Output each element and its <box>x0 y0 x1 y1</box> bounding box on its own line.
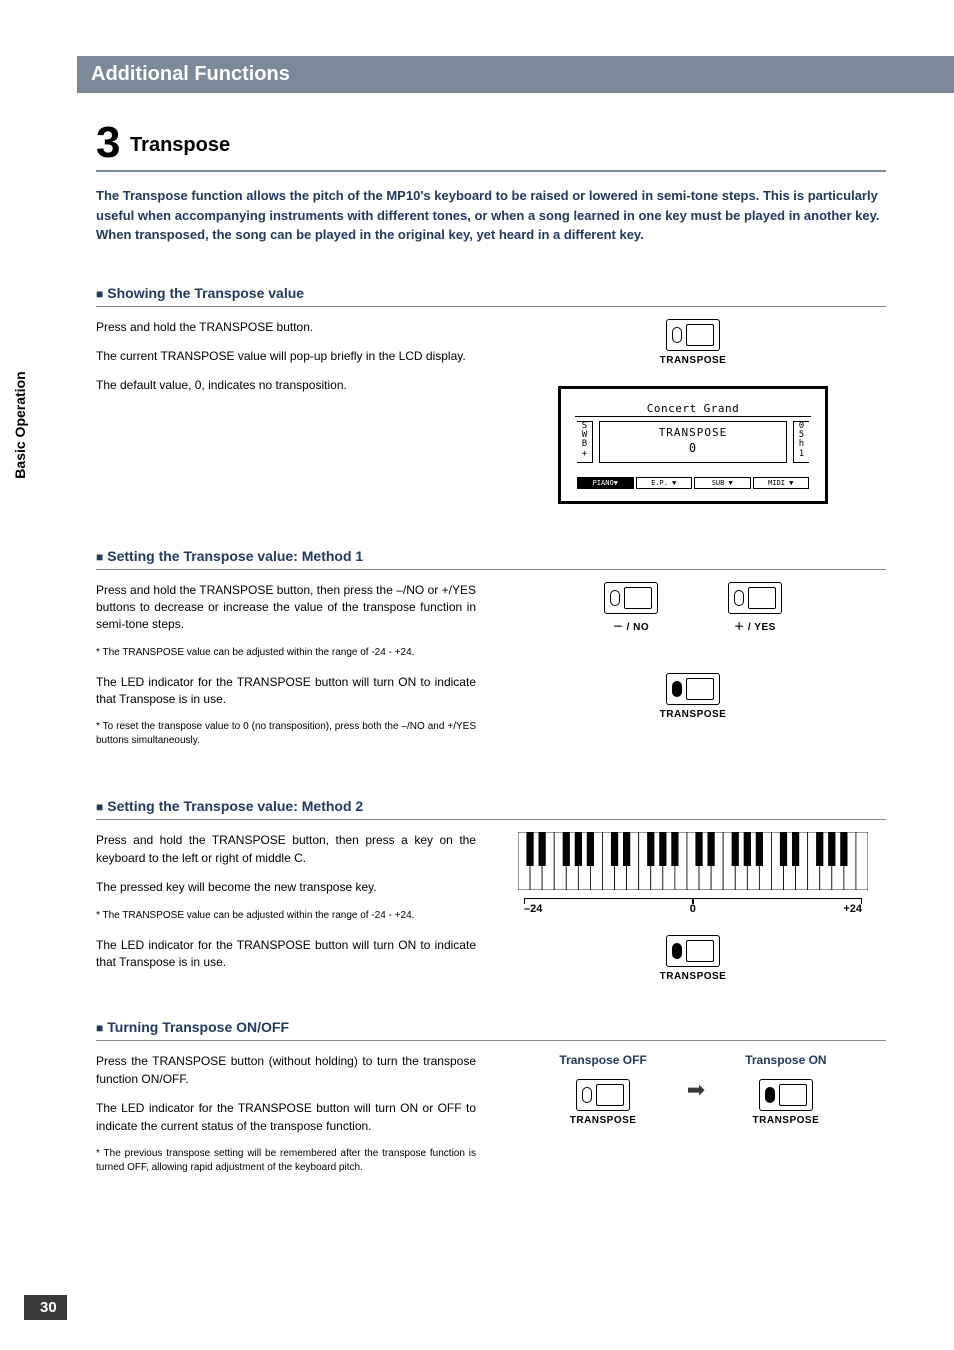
paragraph: The current TRANSPOSE value will pop-up … <box>96 348 476 365</box>
keyboard-diagram: –24 0 +24 <box>518 832 868 915</box>
subsection-heading: Setting the Transpose value: Method 2 <box>96 798 886 820</box>
lcd-popup-line2: 0 <box>600 441 786 455</box>
body-text: Press and hold the TRANSPOSE button. The… <box>96 319 476 504</box>
body-text: Press and hold the TRANSPOSE button, the… <box>96 832 476 983</box>
paragraph: Press and hold the TRANSPOSE button. <box>96 319 476 336</box>
transpose-button-diagram: TRANSPOSE <box>660 319 727 366</box>
on-off-diagram: Transpose OFF TRANSPOSE ➡ Transpose ON T… <box>500 1053 886 1126</box>
subsection-heading: Showing the Transpose value <box>96 285 886 307</box>
note-text: * The TRANSPOSE value can be adjusted wi… <box>96 909 476 923</box>
subsection-heading: Turning Transpose ON/OFF <box>96 1019 886 1041</box>
on-label: Transpose ON <box>745 1053 826 1067</box>
chapter-header: Additional Functions <box>77 56 954 93</box>
transpose-button-lit-diagram: TRANSPOSE <box>660 935 727 982</box>
lcd-side-right: 0 5 h 1 <box>793 421 809 463</box>
off-label: Transpose OFF <box>559 1053 646 1067</box>
paragraph: The LED indicator for the TRANSPOSE butt… <box>96 937 476 972</box>
button-label: TRANSPOSE <box>660 709 727 720</box>
button-label: TRANSPOSE <box>570 1115 637 1126</box>
keyboard-max-label: +24 <box>843 903 862 915</box>
lcd-popup: TRANSPOSE 0 <box>599 421 787 463</box>
button-label: TRANSPOSE <box>660 355 727 366</box>
no-yes-buttons-diagram: － / NO ＋ / YES <box>604 582 782 633</box>
paragraph: The default value, 0, indicates no trans… <box>96 377 476 394</box>
paragraph: Press and hold the TRANSPOSE button, the… <box>96 832 476 867</box>
lcd-tab: SUB ▼ <box>694 477 751 489</box>
section-title: 3 Transpose <box>96 118 886 172</box>
transpose-button-lit-diagram: TRANSPOSE <box>660 673 727 720</box>
note-text: * The TRANSPOSE value can be adjusted wi… <box>96 646 476 660</box>
button-label: ＋ / YES <box>734 618 776 633</box>
side-tab: Basic Operation <box>0 355 36 500</box>
paragraph: Press and hold the TRANSPOSE button, the… <box>96 582 476 634</box>
lcd-tab: PIANO▼ <box>577 477 634 489</box>
page-number: 30 <box>24 1295 67 1320</box>
body-text: Press the TRANSPOSE button (without hold… <box>96 1053 476 1189</box>
lcd-tabs: PIANO▼ E.P. ▼ SUB ▼ MIDI ▼ <box>575 477 811 489</box>
button-label: － / NO <box>613 618 649 633</box>
note-text: * The previous transpose setting will be… <box>96 1147 476 1175</box>
lcd-tab: MIDI ▼ <box>753 477 810 489</box>
note-text: * To reset the transpose value to 0 (no … <box>96 720 476 748</box>
arrow-right-icon: ➡ <box>687 1077 705 1103</box>
paragraph: Press the TRANSPOSE button (without hold… <box>96 1053 476 1088</box>
intro-text: The Transpose function allows the pitch … <box>96 186 886 245</box>
section-name: Transpose <box>130 134 230 156</box>
side-tab-label: Basic Operation <box>12 360 28 490</box>
paragraph: The pressed key will become the new tran… <box>96 879 476 896</box>
keyboard-min-label: –24 <box>524 903 542 915</box>
paragraph: The LED indicator for the TRANSPOSE butt… <box>96 1100 476 1135</box>
paragraph: The LED indicator for the TRANSPOSE butt… <box>96 674 476 709</box>
lcd-display-diagram: Concert Grand S W B + 0 5 h 1 TRANSPOSE … <box>558 386 828 504</box>
body-text: Press and hold the TRANSPOSE button, the… <box>96 582 476 763</box>
keyboard-icon <box>518 832 868 890</box>
subsection-heading: Setting the Transpose value: Method 1 <box>96 548 886 570</box>
section-number: 3 <box>96 118 120 167</box>
lcd-popup-line1: TRANSPOSE <box>600 426 786 439</box>
page-content: 3 Transpose The Transpose function allow… <box>96 118 886 1189</box>
lcd-tab: E.P. ▼ <box>636 477 693 489</box>
keyboard-mid-label: 0 <box>690 903 696 915</box>
lcd-title: Concert Grand <box>575 401 811 417</box>
button-label: TRANSPOSE <box>753 1115 820 1126</box>
button-label: TRANSPOSE <box>660 971 727 982</box>
lcd-side-left: S W B + <box>577 421 593 463</box>
